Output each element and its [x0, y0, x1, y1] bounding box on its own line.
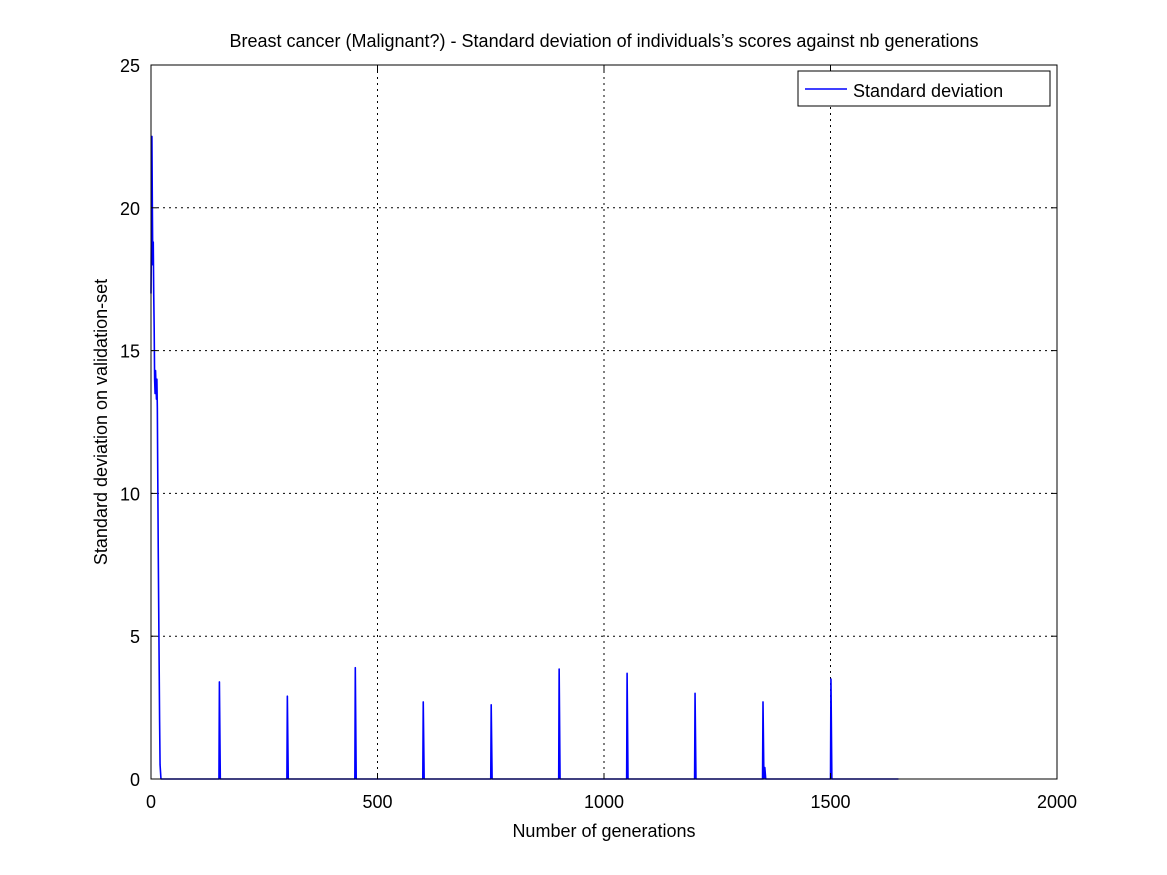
y-tick-label: 15: [120, 342, 140, 362]
x-axis-label: Number of generations: [512, 821, 695, 841]
ticks: [150, 64, 1058, 780]
y-tick-label: 25: [120, 56, 140, 76]
legend-label: Standard deviation: [853, 81, 1003, 101]
x-tick-label: 2000: [1037, 792, 1077, 812]
y-tick-label: 5: [130, 627, 140, 647]
legend-box: [797, 70, 1051, 107]
chart-title: Breast cancer (Malignant?) - Standard de…: [229, 31, 978, 51]
tick-labels: 0 500 1000 1500 2000 0 5 10 15 20 25: [120, 56, 1077, 812]
y-tick-label: 20: [120, 199, 140, 219]
x-tick-label: 1500: [810, 792, 850, 812]
y-axis-label: Standard deviation on validation-set: [91, 279, 111, 565]
data-layer: [150, 135, 899, 780]
series-line-0: [150, 135, 899, 780]
grid: [151, 65, 1057, 779]
y-tick-label: 10: [120, 484, 140, 504]
y-tick-label: 0: [130, 770, 140, 790]
x-tick-label: 1000: [584, 792, 624, 812]
x-tick-label: 0: [146, 792, 156, 812]
legend: Standard deviation: [797, 70, 1051, 107]
x-tick-label: 500: [362, 792, 392, 812]
